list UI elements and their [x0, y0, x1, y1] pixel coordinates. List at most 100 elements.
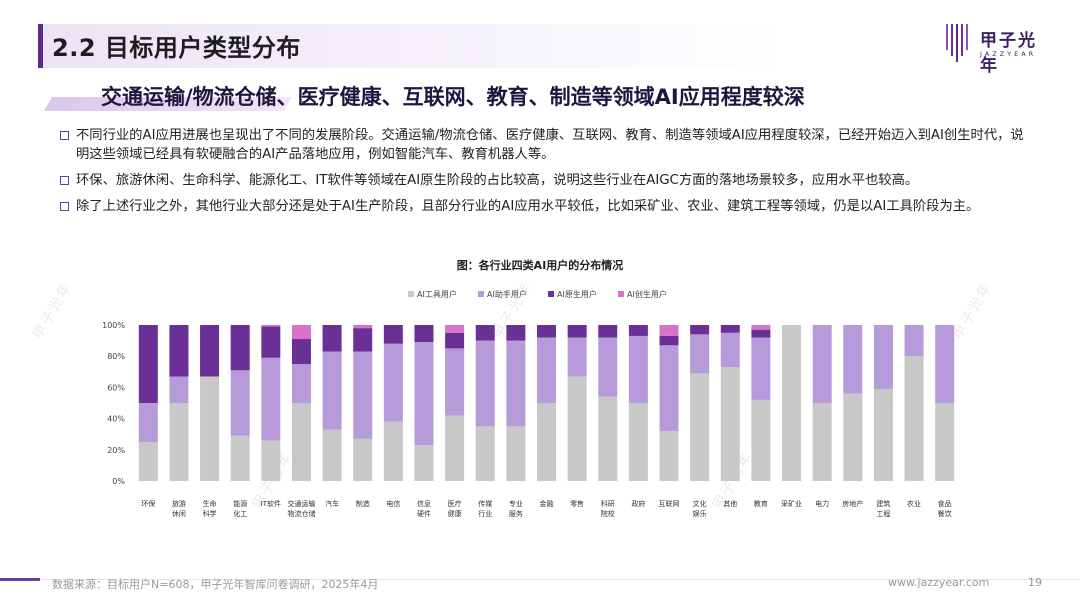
bar-segment	[720, 367, 740, 481]
brand-logo: 甲子光年 JAZZYEAR	[944, 22, 1054, 76]
x-tick-label: 政府	[631, 499, 645, 508]
bar-segment	[628, 403, 648, 481]
bullet-square-icon	[60, 176, 69, 185]
bar-segment	[230, 370, 250, 436]
bar-segment	[445, 415, 465, 481]
bar-segment	[537, 325, 556, 338]
bar-segment	[659, 431, 679, 481]
logo-mark-icon	[946, 24, 968, 62]
bar-segment	[751, 325, 771, 330]
bar-segment	[230, 325, 250, 371]
bar-segment	[567, 376, 587, 481]
bar-segment	[475, 340, 495, 427]
x-tick-label: 医疗	[448, 499, 462, 508]
bar-segment	[904, 356, 924, 481]
bar-segment	[169, 403, 189, 481]
bar-segment	[138, 325, 158, 403]
x-tick-label: 科研	[601, 499, 615, 508]
bullet-list: 不同行业的AI应用进展也呈现出了不同的发展阶段。交通运输/物流仓储、医疗健康、互…	[60, 126, 1032, 223]
bar-segment	[567, 325, 587, 338]
bar-segment	[445, 325, 465, 333]
bar-segment	[812, 325, 832, 403]
x-tick-label: 交通运输	[287, 499, 315, 508]
bar-segment	[138, 403, 158, 442]
legend-label: AI工具用户	[417, 289, 457, 299]
data-source: 数据来源：目标用户N=608，甲子光年智库问卷调研，2025年4月	[52, 578, 379, 591]
bar-segment	[291, 325, 311, 340]
x-tick-label: 科学	[203, 509, 217, 518]
bar-segment	[598, 396, 618, 481]
legend-swatch	[618, 291, 624, 297]
x-tick-label: 化工	[233, 509, 247, 518]
bar-segment	[475, 325, 495, 341]
bar-segment	[261, 325, 281, 327]
bar-segment	[138, 442, 158, 481]
x-tick-label: 娱乐	[693, 509, 707, 518]
x-tick-label: 硬件	[417, 509, 431, 518]
bar-segment	[751, 337, 771, 400]
bar-segment	[567, 337, 587, 377]
y-tick-label: 40%	[107, 415, 125, 424]
bar-segment	[353, 438, 373, 481]
bullet-item: 环保、旅游休闲、生命科学、能源化工、IT软件等领域在AI原生阶段的占比较高，说明…	[60, 171, 1032, 190]
title-background	[43, 24, 783, 68]
bar-segment	[261, 326, 281, 358]
x-tick-label: 院校	[601, 509, 615, 518]
bar-segment	[475, 426, 495, 481]
x-tick-label: 旅游	[172, 499, 186, 508]
y-tick-label: 80%	[107, 352, 125, 361]
bar-segment	[659, 335, 679, 346]
bar-segment	[445, 348, 465, 416]
bar-segment	[322, 429, 342, 481]
y-tick-label: 60%	[107, 383, 125, 392]
y-tick-label: 0%	[112, 477, 125, 486]
x-tick-label: 建筑	[876, 499, 890, 508]
bar-segment	[261, 357, 281, 441]
x-tick-label: 零售	[570, 499, 584, 508]
bar-segment	[537, 337, 556, 403]
chart-title: 图：各行业四类AI用户的分布情况	[456, 259, 624, 272]
bar-segment	[414, 445, 434, 481]
bar-segment	[383, 325, 403, 344]
bar-segment	[690, 334, 710, 374]
legend-label: AI创生用户	[627, 289, 667, 299]
bar-segment	[873, 325, 893, 389]
x-tick-label: 休闲	[172, 509, 186, 518]
bar-segment	[659, 325, 679, 336]
bar-segment	[873, 388, 893, 481]
bar-segment	[445, 332, 465, 349]
x-tick-label: 金融	[540, 499, 554, 508]
subtitle: 交通运输/物流仓储、医疗健康、互联网、教育、制造等领域AI应用程度较深	[101, 85, 805, 109]
x-tick-label: 餐饮	[938, 509, 952, 518]
title-accent-bar	[38, 24, 43, 68]
bullet-square-icon	[60, 131, 69, 140]
bar-segment	[935, 325, 955, 403]
x-tick-label: 其他	[723, 499, 737, 508]
x-tick-label: 房地产	[842, 499, 863, 508]
x-tick-label: 食品	[938, 499, 952, 508]
bar-segment	[904, 325, 924, 357]
x-tick-label: 电力	[815, 499, 829, 508]
bar-segment	[322, 351, 342, 430]
x-tick-label: 行业	[478, 509, 492, 518]
bar-segment	[169, 376, 189, 403]
x-tick-label: 工程	[876, 509, 890, 518]
legend-swatch	[548, 291, 554, 297]
bar-segment	[291, 339, 311, 364]
bar-segment	[598, 337, 618, 397]
x-tick-label: 文化	[693, 499, 707, 508]
x-tick-label: 物流仓储	[287, 509, 315, 518]
bar-segment	[230, 435, 250, 481]
bullet-square-icon	[60, 202, 69, 211]
legend-swatch	[478, 291, 484, 297]
x-tick-label: 生命	[203, 499, 217, 508]
x-tick-label: 传媒	[478, 499, 492, 508]
bar-segment	[506, 340, 526, 427]
bar-segment	[261, 440, 281, 481]
bar-segment	[383, 343, 403, 422]
x-tick-label: 教育	[754, 499, 768, 508]
bar-segment	[935, 403, 955, 481]
bar-segment	[598, 325, 618, 338]
x-tick-label: 服务	[509, 509, 523, 518]
